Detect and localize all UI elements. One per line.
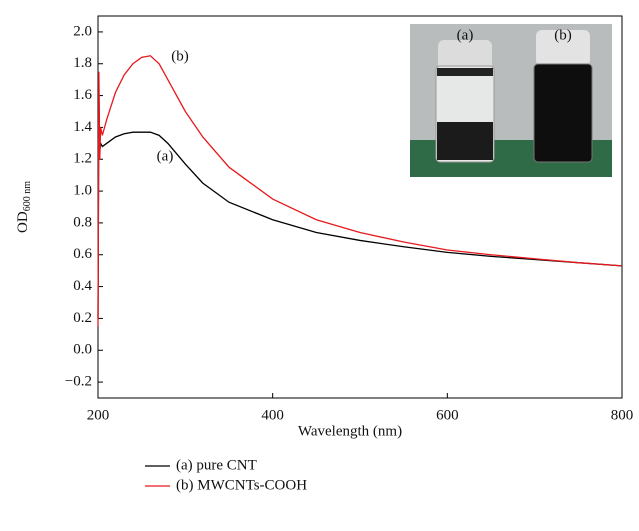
y-tick-label: 1.6 (73, 87, 92, 103)
x-tick-label: 600 (436, 407, 459, 423)
y-tick-label: 0.2 (73, 310, 92, 326)
inset-label: (a) (457, 27, 474, 43)
inset-label: (b) (554, 27, 572, 43)
legend-label: (a) pure CNT (176, 457, 257, 473)
legend-label: (b) MWCNTs-COOH (176, 477, 307, 493)
y-axis-label-sub: 600 nm (22, 181, 33, 212)
annotation: (a) (157, 148, 174, 164)
y-tick-label: 2.0 (73, 23, 92, 39)
line-series (97, 55, 623, 327)
y-tick-label: 0.0 (73, 342, 92, 358)
y-axis-label: OD600 nm (15, 181, 33, 233)
y-axis-label-main: OD (15, 211, 31, 233)
y-tick-label: 0.6 (73, 246, 92, 262)
inset-photo: (a) (b) (410, 24, 612, 177)
y-tick-label: 0.8 (73, 214, 92, 230)
y-tick-label: −0.2 (65, 374, 92, 390)
y-tick-label: 1.4 (73, 119, 92, 135)
x-axis-label: Wavelength (nm) (298, 423, 402, 439)
y-tick-label: 1.0 (73, 183, 92, 199)
y-tick-label: 1.8 (73, 55, 92, 71)
x-tick-label: 400 (261, 407, 284, 423)
x-tick-label: 200 (87, 407, 110, 423)
x-tick-label: 800 (611, 407, 634, 423)
y-tick-label: 1.2 (73, 151, 92, 167)
y-tick-label: 0.4 (73, 278, 92, 294)
line-series (97, 95, 623, 319)
annotation: (b) (171, 48, 189, 64)
